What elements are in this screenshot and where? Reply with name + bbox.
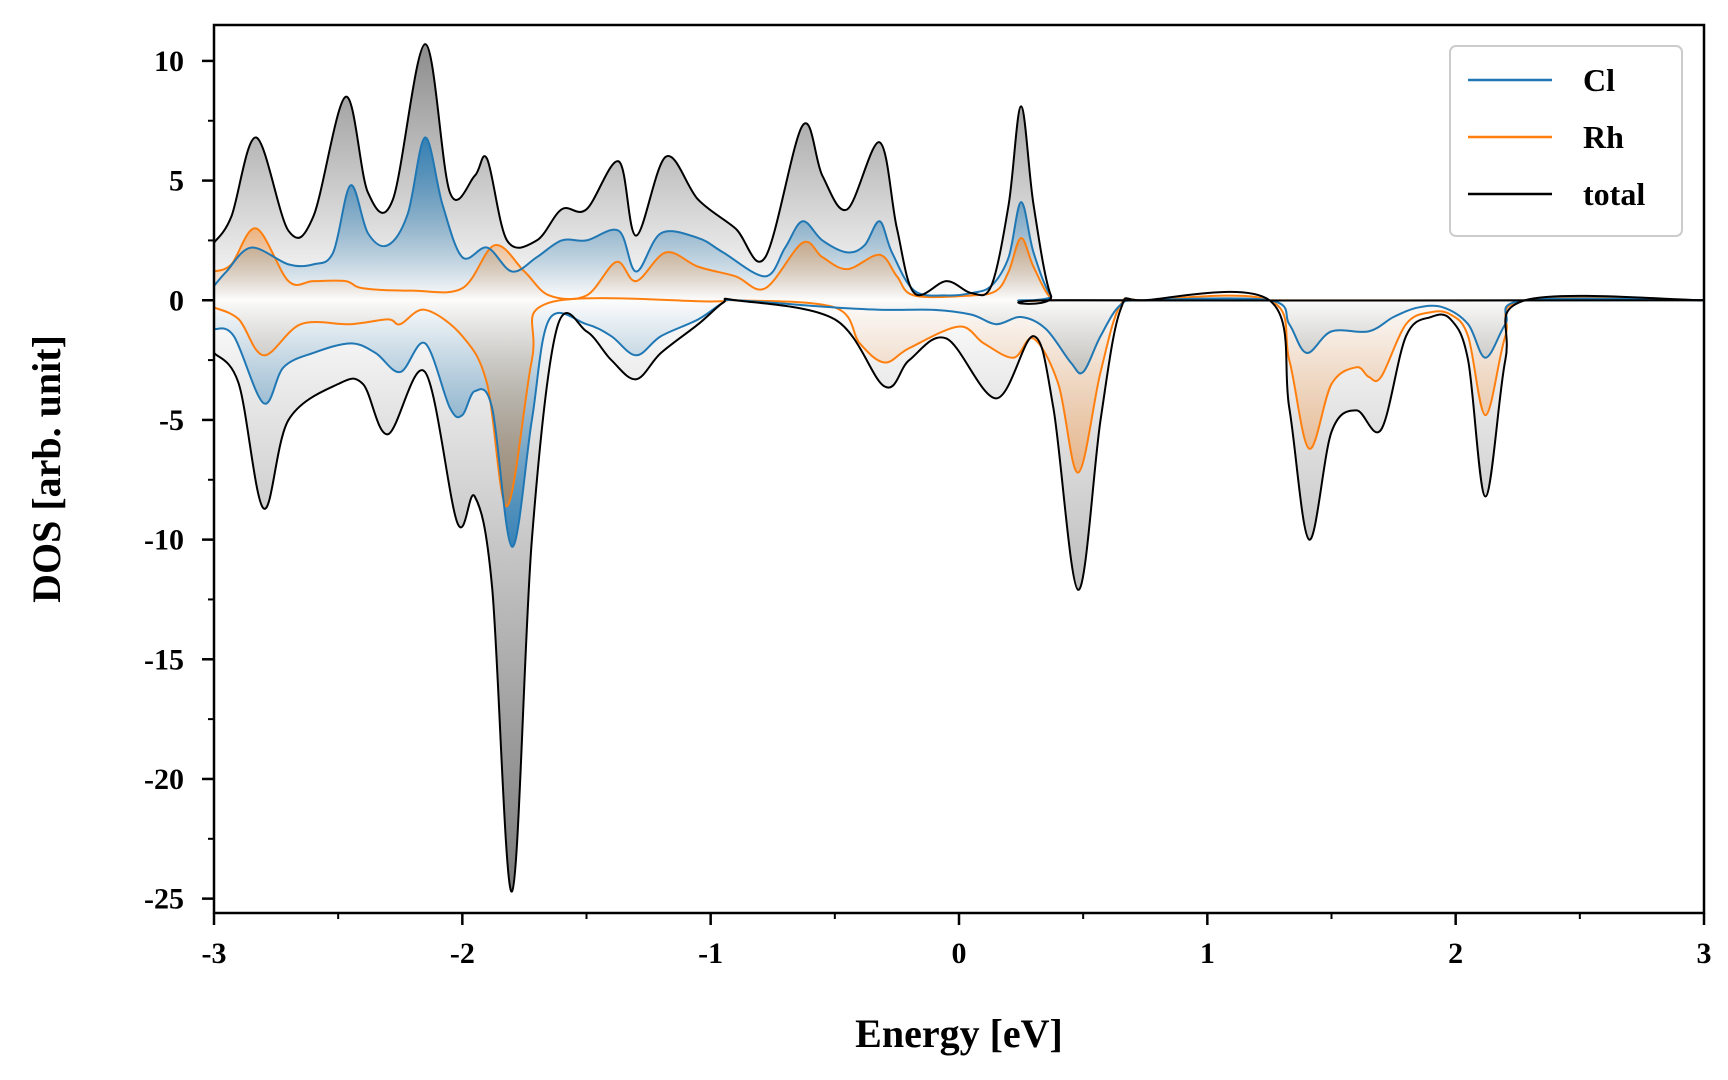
line-total-spin-down bbox=[214, 290, 1704, 893]
fill-rh-spin-down bbox=[214, 295, 1704, 507]
fill-total-spin-down bbox=[214, 291, 1704, 892]
fill-total-spin-up bbox=[214, 44, 1704, 304]
x-tick-label: -3 bbox=[202, 937, 227, 970]
y-tick-label: -5 bbox=[159, 404, 184, 437]
y-axis-title: DOS [arb. unit] bbox=[24, 335, 69, 603]
x-tick-label: -2 bbox=[450, 937, 475, 970]
y-tick-label: -10 bbox=[144, 524, 184, 557]
legend-box bbox=[1449, 45, 1683, 237]
line-rh-spin-up bbox=[214, 227, 1704, 303]
y-tick-label: -15 bbox=[144, 643, 184, 676]
fill-cl-spin-up bbox=[214, 137, 1704, 301]
y-tick-label: 0 bbox=[169, 284, 184, 317]
x-tick-label: -1 bbox=[698, 937, 723, 970]
y-tick-label: 10 bbox=[154, 45, 184, 78]
x-tick-label: 1 bbox=[1200, 937, 1215, 970]
fill-rh-spin-up bbox=[214, 228, 1704, 302]
x-tick-label: 2 bbox=[1448, 937, 1463, 970]
y-tick-label: -25 bbox=[144, 883, 184, 916]
x-axis-title: Energy [eV] bbox=[855, 1011, 1063, 1056]
y-axis: -25 -20 -15 -10 -5 0 5 10 bbox=[144, 45, 214, 916]
legend-label-cl: Cl bbox=[1583, 62, 1615, 98]
line-cl-spin-down bbox=[214, 297, 1704, 548]
legend-label-total: total bbox=[1583, 176, 1645, 212]
legend-label-rh: Rh bbox=[1583, 119, 1624, 155]
line-total-spin-up bbox=[214, 43, 1704, 305]
legend: Cl Rh total bbox=[1449, 45, 1683, 237]
y-tick-label: 5 bbox=[169, 165, 184, 198]
line-rh-spin-down bbox=[214, 294, 1704, 508]
x-tick-label: 3 bbox=[1697, 937, 1712, 970]
y-tick-label: -20 bbox=[144, 763, 184, 796]
x-axis: -3 -2 -1 0 1 2 3 bbox=[202, 913, 1712, 970]
x-tick-label: 0 bbox=[952, 937, 967, 970]
series-lines bbox=[214, 43, 1704, 893]
line-cl-spin-up bbox=[214, 136, 1704, 302]
